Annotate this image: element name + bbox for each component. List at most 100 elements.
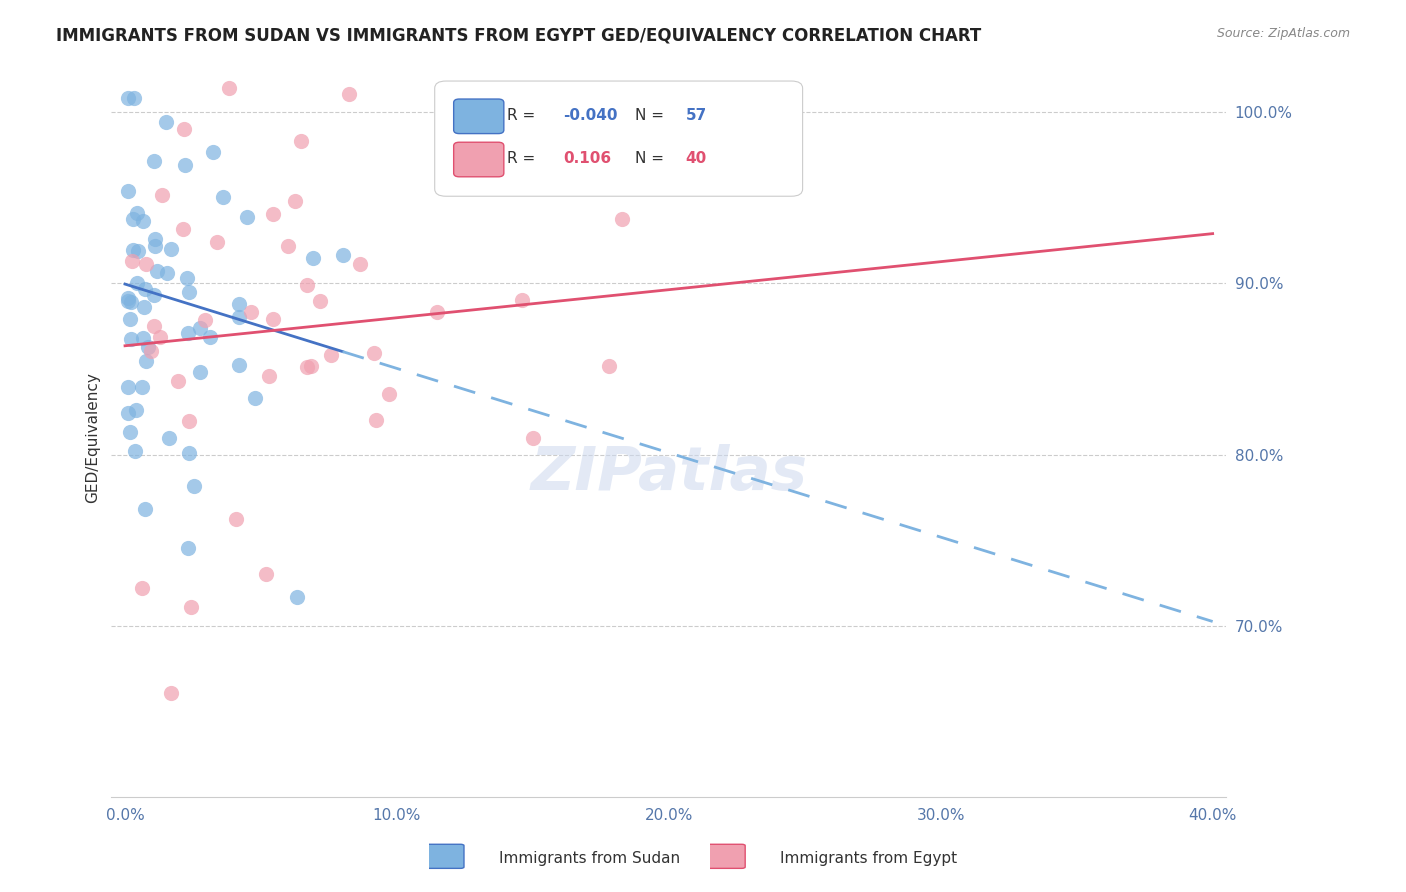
Point: [117, 406, 139, 420]
Point: [212, 190, 235, 204]
Point: [141, 344, 163, 359]
FancyBboxPatch shape: [454, 99, 503, 134]
Text: -0.040: -0.040: [562, 108, 617, 123]
Point: [150, 12, 173, 26]
Point: [299, 359, 322, 374]
Point: [332, 248, 354, 262]
Point: [262, 207, 284, 221]
Point: [254, 567, 277, 582]
Point: [262, 311, 284, 326]
Point: [522, 431, 544, 445]
Point: [295, 278, 318, 293]
Point: [132, 331, 155, 345]
Point: [284, 194, 307, 209]
FancyBboxPatch shape: [454, 142, 503, 177]
FancyBboxPatch shape: [707, 844, 745, 869]
Point: [135, 353, 157, 368]
Text: ZIPatlas: ZIPatlas: [530, 444, 807, 503]
Point: [512, 293, 534, 307]
Point: [177, 326, 200, 340]
Point: [240, 305, 263, 319]
Text: 0.106: 0.106: [562, 152, 612, 166]
Point: [117, 293, 139, 308]
Text: Immigrants from Egypt: Immigrants from Egypt: [780, 851, 957, 865]
FancyBboxPatch shape: [425, 844, 464, 869]
Point: [121, 211, 143, 226]
Point: [228, 310, 250, 324]
Point: [143, 232, 166, 246]
Point: [259, 369, 281, 384]
Text: 40: 40: [686, 152, 707, 166]
Point: [598, 359, 620, 373]
Point: [319, 348, 342, 362]
Point: [228, 297, 250, 311]
Text: N =: N =: [636, 108, 669, 123]
Point: [173, 122, 195, 136]
Point: [378, 387, 401, 401]
Point: [134, 501, 156, 516]
Point: [120, 295, 142, 310]
Point: [159, 431, 181, 445]
Point: [131, 581, 153, 595]
Point: [188, 365, 211, 379]
Point: [177, 541, 200, 556]
Point: [117, 291, 139, 305]
Point: [180, 599, 202, 614]
Point: [172, 222, 194, 236]
Text: 57: 57: [686, 108, 707, 123]
Point: [177, 285, 200, 299]
Point: [190, 321, 212, 335]
Text: Immigrants from Sudan: Immigrants from Sudan: [499, 851, 681, 865]
Point: [127, 206, 149, 220]
Point: [118, 311, 141, 326]
Point: [364, 413, 387, 427]
Point: [337, 87, 360, 101]
Text: Source: ZipAtlas.com: Source: ZipAtlas.com: [1216, 27, 1350, 40]
Point: [156, 266, 179, 280]
Point: [290, 134, 312, 148]
Point: [134, 283, 156, 297]
Point: [117, 379, 139, 393]
Point: [117, 91, 139, 105]
Point: [132, 300, 155, 314]
Point: [143, 154, 166, 169]
Point: [120, 333, 142, 347]
Point: [243, 392, 266, 406]
Point: [143, 287, 166, 301]
Point: [277, 238, 299, 252]
Point: [122, 243, 145, 257]
Point: [143, 319, 166, 334]
Point: [143, 239, 166, 253]
Point: [183, 479, 205, 493]
Point: [160, 242, 183, 256]
Point: [131, 380, 153, 394]
Point: [141, 45, 163, 60]
Point: [136, 340, 159, 354]
Point: [236, 211, 259, 225]
Point: [218, 81, 240, 95]
Point: [149, 330, 172, 344]
Point: [127, 244, 149, 258]
Point: [308, 294, 330, 309]
Text: N =: N =: [636, 152, 669, 166]
Point: [132, 213, 155, 227]
Point: [295, 359, 318, 374]
Point: [349, 257, 371, 271]
Point: [174, 158, 197, 172]
Point: [150, 188, 173, 202]
Point: [205, 235, 228, 249]
Point: [125, 403, 148, 417]
FancyBboxPatch shape: [434, 81, 803, 196]
Point: [176, 271, 198, 285]
Point: [135, 257, 157, 271]
Text: IMMIGRANTS FROM SUDAN VS IMMIGRANTS FROM EGYPT GED/EQUIVALENCY CORRELATION CHART: IMMIGRANTS FROM SUDAN VS IMMIGRANTS FROM…: [56, 27, 981, 45]
Point: [201, 145, 224, 159]
Point: [124, 444, 146, 458]
Point: [285, 590, 308, 604]
Point: [198, 330, 221, 344]
Text: R =: R =: [508, 152, 546, 166]
Point: [426, 305, 449, 319]
Point: [125, 276, 148, 290]
Point: [122, 91, 145, 105]
Point: [121, 254, 143, 268]
